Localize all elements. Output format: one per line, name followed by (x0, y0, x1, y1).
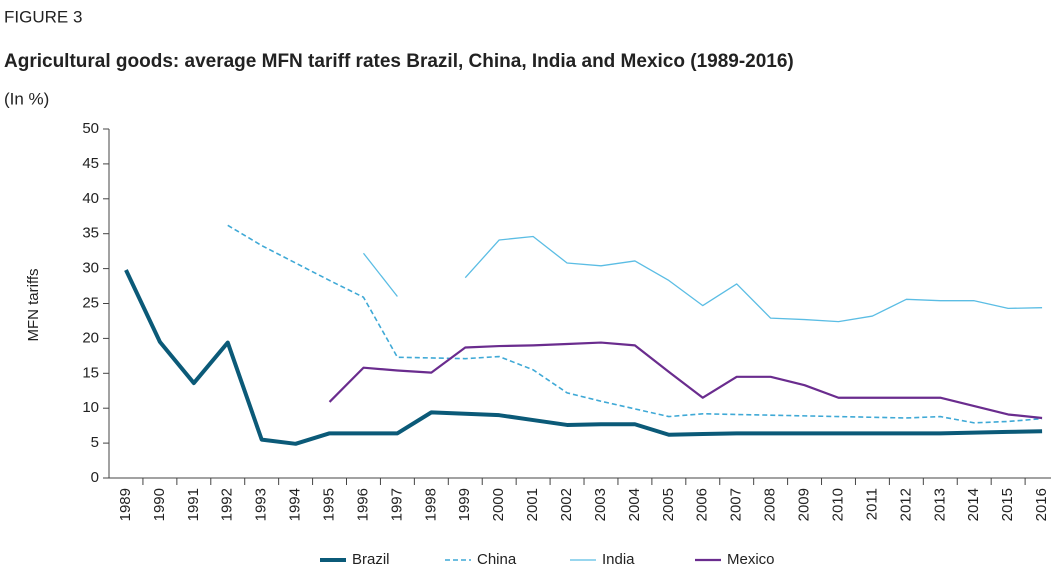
y-tick-label: 5 (91, 434, 99, 451)
x-tick-label: 1997 (388, 488, 405, 521)
x-tick-label: 1991 (185, 488, 202, 521)
series-line (362, 235, 1043, 323)
legend-label: Brazil (352, 551, 390, 568)
x-tick-label: 2012 (897, 488, 914, 521)
x-tick-label: 2010 (829, 488, 846, 521)
x-tick-label: 2015 (999, 488, 1016, 521)
legend-label: China (477, 551, 517, 568)
x-tick-label: 2001 (524, 488, 541, 521)
x-tick-label: 1996 (354, 488, 371, 521)
x-tick-label: 2008 (762, 488, 779, 521)
x-tick-label: 1993 (253, 488, 270, 521)
y-tick-label: 15 (82, 364, 99, 381)
x-tick-label: 2014 (965, 488, 982, 521)
x-tick-label: 2000 (490, 488, 507, 521)
x-tick-label: 2006 (694, 488, 711, 521)
x-tick-label: 2009 (796, 488, 813, 521)
legend-label: Mexico (727, 551, 775, 568)
series-line (124, 269, 1043, 446)
x-tick-label: 2011 (863, 488, 880, 520)
x-tick-label: 1998 (422, 488, 439, 521)
y-tick-label: 35 (82, 225, 99, 242)
x-tick-label: 2013 (931, 488, 948, 521)
x-tick-label: 2002 (558, 488, 575, 521)
y-tick-label: 25 (82, 294, 99, 311)
x-tick-label: 2004 (626, 488, 643, 521)
y-tick-label: 10 (82, 399, 99, 416)
x-tick-label: 1994 (287, 488, 304, 521)
y-tick-label: 40 (82, 190, 99, 207)
x-tick-label: 1999 (456, 488, 473, 521)
series-line (227, 224, 1043, 424)
chart-title: Agricultural goods: average MFN tariff r… (4, 51, 794, 72)
x-tick-label: 2007 (728, 488, 745, 521)
figure-label: FIGURE 3 (4, 7, 82, 26)
x-tick-label: 1992 (219, 488, 236, 521)
x-tick-label: 2003 (592, 488, 609, 521)
y-tick-label: 30 (82, 260, 99, 277)
y-tick-label: 45 (82, 155, 99, 172)
x-tick-label: 1995 (321, 488, 338, 521)
legend-label: India (602, 551, 635, 568)
chart-subtitle: (In %) (4, 89, 49, 108)
series-line (328, 341, 1043, 420)
x-tick-label: 1989 (117, 488, 134, 521)
x-tick-label: 2016 (1033, 488, 1050, 521)
y-tick-label: 50 (82, 120, 99, 137)
y-tick-label: 20 (82, 329, 99, 346)
x-tick-label: 1990 (151, 488, 168, 521)
y-axis-label: MFN tariffs (25, 268, 42, 341)
y-tick-label: 0 (91, 469, 99, 486)
x-tick-label: 2005 (660, 488, 677, 521)
